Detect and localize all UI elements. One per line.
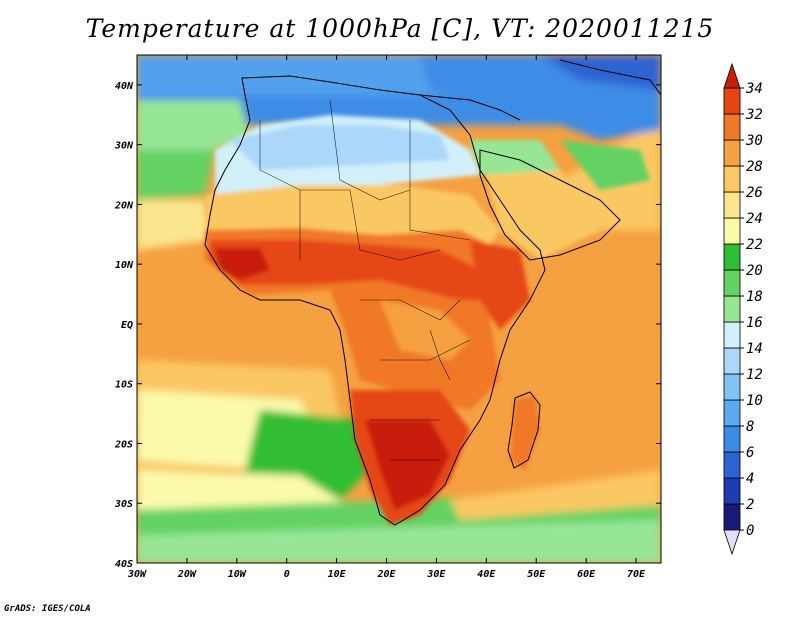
coastlines	[204, 59, 661, 526]
colorbar-label: 22	[746, 237, 763, 253]
lat-tick-label: 30S	[114, 499, 133, 510]
colorbar-swatch	[723, 503, 741, 531]
colorbar-label: 32	[745, 107, 763, 123]
lat-tick-label: 20S	[114, 439, 133, 450]
map-title: Temperature at 1000hPa [C], VT: 20200112…	[85, 14, 715, 43]
colorbar-swatch	[723, 191, 741, 219]
colorbar-label: 14	[746, 341, 763, 357]
colorbar-label: 30	[745, 133, 763, 149]
temperature-field	[137, 55, 661, 563]
colorbar-swatch	[723, 399, 741, 427]
colorbar-label: 34	[745, 81, 763, 97]
colorbar-swatch	[723, 87, 741, 115]
colorbar-swatch	[723, 243, 741, 271]
colorbar-label: 24	[746, 211, 763, 227]
lat-tick-label: 30N	[114, 141, 134, 152]
lat-tick-label: 40S	[115, 559, 133, 570]
lon-tick-label: 40E	[477, 569, 496, 580]
lat-tick-label: EQ	[121, 320, 133, 331]
colorbar-high-arrow	[723, 62, 741, 89]
colorbar-swatch	[723, 347, 741, 375]
colorbar-low-arrow	[723, 529, 741, 556]
colorbar-label: 18	[746, 289, 763, 305]
colorbar-swatch	[723, 477, 741, 505]
colorbar-swatch	[723, 269, 741, 297]
colorbar-swatch	[723, 425, 741, 453]
colorbar-swatch	[723, 321, 741, 349]
lon-tick-label: 30W	[127, 569, 147, 580]
lon-tick-label: 10E	[328, 569, 347, 580]
lon-tick-label: 60E	[577, 569, 596, 580]
colorbar-label: 20	[746, 263, 763, 279]
lon-tick-label: 30E	[426, 569, 446, 580]
colorbar-swatch	[723, 295, 741, 323]
lon-tick-label: 0	[284, 569, 290, 580]
colorbar-label: 28	[746, 159, 763, 175]
colorbar-swatch	[723, 451, 741, 479]
lon-tick-label: 10W	[228, 569, 247, 580]
colorbar-label: 10	[746, 393, 763, 409]
colorbar-swatch	[723, 113, 741, 141]
footer-credit: GrADS: IGES/COLA	[4, 604, 91, 614]
lat-tick-label: 40N	[115, 81, 134, 92]
longitude-axis: 30W 20W 10W 0 10E 20E 30E 40E 50E 60E 70E	[127, 55, 646, 580]
colorbar-swatch	[723, 165, 741, 193]
plot-frame	[136, 54, 662, 564]
colorbar-swatch	[723, 139, 741, 167]
colorbar-label: 2	[746, 497, 754, 513]
colorbar-label: 4	[746, 471, 754, 487]
lat-tick-label: 10S	[115, 380, 133, 391]
country-borders	[259, 99, 471, 461]
colorbar-label: 16	[746, 315, 763, 331]
lon-tick-label: 20E	[376, 569, 396, 580]
lon-tick-label: 50E	[527, 569, 546, 580]
colorbar-label: 26	[746, 185, 763, 201]
colorbar-swatch	[723, 217, 741, 245]
lon-tick-label: 20W	[177, 569, 197, 580]
lat-tick-label: 20N	[114, 200, 134, 211]
colorbar-label: 0	[746, 523, 754, 539]
lon-tick-label: 70E	[627, 569, 646, 580]
lat-tick-label: 10N	[115, 260, 134, 271]
colorbar-label: 12	[746, 367, 763, 383]
latitude-axis: 40N 30N 20N 10N EQ 10S 20S 30S 40S	[114, 81, 661, 570]
colorbar-label: 6	[746, 445, 754, 461]
colorbar-swatch	[723, 373, 741, 401]
colorbar-label: 8	[746, 419, 754, 435]
